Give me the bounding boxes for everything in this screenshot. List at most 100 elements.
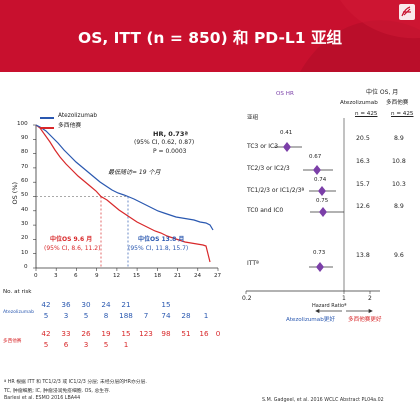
km-x-tick: 12 — [113, 273, 121, 279]
forest-x-tick: 0.2 — [242, 295, 252, 302]
risk-table-title: No. at risk — [3, 289, 32, 295]
forest-x-tick: 2 — [368, 295, 372, 302]
forest-hr-label: 0.73 — [313, 250, 326, 256]
legend-docetaxel-label: 多西他赛 — [58, 123, 82, 129]
hr-ci: (95% CI, 0.62, 0.87) — [134, 139, 195, 146]
median-docetaxel-ci: (95% CI, 8.6, 11.2) — [44, 245, 101, 252]
risk-cell: 123 — [139, 329, 153, 338]
favor-docetaxel: 多西他赛更好 — [348, 317, 382, 323]
risk-cell: 8 — [103, 311, 109, 320]
km-x-tick: 24 — [194, 273, 202, 279]
forest-row-doc: 8.9 — [394, 203, 404, 210]
km-y-tick: 30 — [21, 221, 29, 227]
footnote-2: TC, 肿瘤细胞; IC, 肿瘤浸润免疫细胞. OS, 总生存. — [4, 389, 111, 394]
forest-row-doc: 8.9 — [394, 135, 404, 142]
km-y-tick: 90 — [21, 135, 29, 141]
forest-row-doc: 10.3 — [392, 181, 406, 188]
km-y-axis-label: OS (%) — [11, 181, 20, 205]
risk-cell: 5 — [83, 311, 89, 320]
risk-cell: 42 — [41, 300, 51, 309]
forest-hr-diamonds — [283, 142, 327, 272]
risk-cell: 188 — [119, 311, 133, 320]
risk-cell: 3 — [63, 311, 69, 320]
legend-atezolizumab-label: Atezolizumab — [58, 113, 98, 119]
risk-cell: 16 — [199, 329, 209, 338]
km-x-tick: 3 — [54, 273, 58, 279]
risk-cell: 0 — [215, 329, 221, 338]
median-docetaxel-label: 中位OS 9.6 月 — [50, 236, 93, 243]
forest-row-atezo: 12.6 — [356, 203, 370, 210]
forest-x-tick: 1 — [342, 295, 346, 302]
risk-cell: 15 — [121, 329, 131, 338]
forest-col-atezo: Atezolizumab — [340, 100, 378, 106]
km-y-tick: 10 — [21, 250, 29, 256]
risk-cell: 51 — [181, 329, 191, 338]
forest-subgroup-header: 亚组 — [247, 115, 259, 121]
risk-cell: 6 — [63, 340, 69, 349]
risk-cell: 1 — [123, 340, 129, 349]
risk-cell: 74 — [161, 311, 171, 320]
forest-hr-label: 0.74 — [314, 177, 327, 183]
risk-cell: 26 — [81, 329, 91, 338]
hr-value: HR, 0.73ª — [153, 130, 189, 138]
km-x-tick: 18 — [154, 273, 162, 279]
median-atezo-ci: (95% CI, 11.8, 15.7) — [128, 245, 189, 252]
km-y-tick: 40 — [21, 207, 29, 213]
km-y-tick-marks — [33, 124, 36, 269]
legend-docetaxel-swatch — [40, 127, 54, 129]
km-x-tick: 27 — [214, 273, 222, 279]
risk-cell: 7 — [143, 311, 149, 320]
source-citation: S.M. Gadgeel, et al. 2016 WCLC Abstract … — [262, 398, 384, 403]
forest-row-label: TC1/2/3 or IC1/2/3ª — [247, 187, 305, 194]
header-bar: OS, ITT (n = 850) 和 PD-L1 亚组 — [0, 0, 420, 72]
forest-n-atezo: n = 425 — [355, 111, 378, 117]
risk-docetaxel-label: 多西他赛 — [3, 339, 22, 344]
km-x-tick: 6 — [74, 273, 78, 279]
forest-row-label: ITTª — [247, 260, 259, 267]
risk-atezo-label: Atezolizumab — [3, 310, 34, 315]
km-x-tick: 21 — [174, 273, 182, 279]
km-y-tick: 0 — [24, 264, 28, 270]
forest-row-label: TC2/3 or IC2/3 — [247, 165, 290, 172]
risk-cell: 33 — [61, 329, 71, 338]
pdf-icon[interactable] — [398, 3, 416, 21]
risk-docetaxel-row-2: 5 6 3 5 1 — [0, 340, 420, 350]
risk-cell: 5 — [43, 311, 49, 320]
km-x-tick: 9 — [95, 273, 99, 279]
forest-median-header: 中位 OS, 月 — [366, 89, 399, 96]
risk-cell: 19 — [101, 329, 111, 338]
forest-row-atezo: 15.7 — [356, 181, 370, 188]
forest-row-doc: 10.8 — [392, 158, 406, 165]
docetaxel-curve — [35, 124, 211, 263]
risk-cell: 30 — [81, 300, 91, 309]
followup-text: 最低随访= 19 个月 — [108, 169, 161, 176]
km-x-tick: 15 — [133, 273, 141, 279]
forest-favor-arrows — [315, 308, 373, 314]
risk-cell: 36 — [61, 300, 71, 309]
km-y-tick: 60 — [21, 178, 29, 184]
forest-os-hr-header: OS HR — [276, 91, 294, 97]
km-y-tick: 50 — [21, 192, 29, 198]
forest-row-atezo: 20.5 — [356, 135, 370, 142]
footnote-1: ª HR 根据 ITT 和 TC1/2/3 或 IC1/2/3 分层; 未经分层… — [4, 380, 147, 385]
forest-row-atezo: 13.8 — [356, 252, 370, 259]
forest-col-docetaxel: 多西他赛 — [386, 100, 409, 106]
risk-atezo-row-1: 42 36 30 24 21 15 — [0, 300, 420, 310]
forest-x-tick-marks — [245, 291, 371, 294]
header-decoration — [0, 0, 420, 72]
forest-hr-label: 0.75 — [316, 198, 329, 204]
forest-hr-label: 0.41 — [280, 130, 293, 136]
forest-row-label: TC3 or IC3 — [247, 143, 279, 150]
forest-x-label: Hazard Ratioª — [312, 303, 347, 309]
footnote-3: Barlesi et al. ESMO 2016 LBA44 — [4, 396, 81, 401]
forest-row-atezo: 16.3 — [356, 158, 370, 165]
risk-atezo-row-2: 5 3 5 8 188 7 74 28 1 — [0, 311, 420, 321]
forest-hr-label: 0.67 — [309, 154, 322, 160]
forest-row-label: TC0 and IC0 — [247, 207, 284, 214]
km-y-tick: 20 — [21, 235, 29, 241]
km-x-tick: 0 — [34, 273, 38, 279]
risk-cell: 98 — [161, 329, 171, 338]
atezolizumab-curve — [35, 124, 214, 231]
page-title: OS, ITT (n = 850) 和 PD-L1 亚组 — [78, 29, 342, 47]
hr-p-value: P = 0.0003 — [153, 148, 187, 155]
